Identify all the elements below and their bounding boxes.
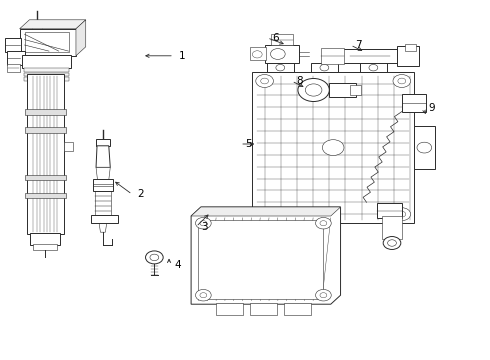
Bar (24, 32, 69, 52)
Text: 7: 7 (355, 40, 362, 50)
Bar (397, 46, 419, 66)
Bar (267, 63, 294, 72)
Circle shape (383, 237, 401, 249)
Bar (22, 55, 71, 68)
Bar (252, 72, 414, 223)
Circle shape (196, 289, 211, 301)
Text: 8: 8 (296, 76, 303, 86)
Circle shape (393, 208, 411, 221)
Text: 1: 1 (179, 51, 186, 61)
Bar (33, 244, 57, 250)
Bar (402, 94, 426, 112)
Polygon shape (191, 207, 341, 304)
Polygon shape (96, 146, 110, 167)
Circle shape (320, 221, 327, 226)
Bar (414, 126, 435, 169)
Bar (30, 233, 60, 245)
Circle shape (398, 211, 406, 217)
Bar (343, 49, 397, 63)
Bar (250, 47, 266, 60)
Circle shape (398, 78, 406, 84)
Bar (5, 38, 21, 52)
Circle shape (196, 217, 211, 229)
Bar (7, 51, 24, 65)
Bar (271, 34, 293, 45)
Bar (350, 85, 361, 95)
Circle shape (270, 49, 285, 59)
Bar (91, 215, 118, 223)
Bar (27, 74, 64, 234)
Circle shape (256, 208, 273, 221)
Bar (198, 220, 323, 299)
Circle shape (305, 84, 322, 96)
Bar (311, 63, 338, 72)
Circle shape (322, 140, 344, 156)
Bar (25, 175, 66, 180)
Circle shape (150, 254, 159, 261)
Circle shape (252, 51, 262, 58)
Bar (284, 303, 311, 315)
Bar (405, 44, 416, 51)
Polygon shape (96, 167, 110, 180)
Bar (377, 203, 402, 218)
Text: 2: 2 (137, 189, 144, 199)
Polygon shape (191, 207, 341, 216)
Text: 5: 5 (245, 139, 252, 149)
Text: 9: 9 (429, 103, 436, 113)
Circle shape (393, 75, 411, 87)
Circle shape (261, 211, 269, 217)
Bar (382, 216, 402, 239)
Circle shape (200, 221, 207, 226)
Bar (7, 64, 20, 72)
Bar (93, 179, 113, 191)
Circle shape (146, 251, 163, 264)
Circle shape (316, 289, 331, 301)
Bar (24, 73, 69, 76)
Circle shape (320, 293, 327, 298)
Circle shape (256, 75, 273, 87)
Bar (64, 142, 73, 151)
Bar (216, 303, 243, 315)
Circle shape (388, 240, 396, 246)
Bar (25, 127, 66, 133)
Bar (360, 63, 387, 72)
Text: 4: 4 (174, 260, 181, 270)
Text: 6: 6 (272, 33, 279, 43)
Circle shape (320, 64, 329, 71)
Circle shape (276, 64, 285, 71)
Polygon shape (98, 216, 108, 232)
Bar (321, 48, 344, 64)
Circle shape (298, 78, 329, 102)
Polygon shape (20, 20, 86, 29)
Bar (265, 45, 299, 63)
Polygon shape (76, 20, 86, 56)
Circle shape (316, 217, 331, 229)
Bar (24, 68, 69, 72)
Bar (96, 139, 110, 146)
Bar (20, 29, 76, 56)
Bar (25, 109, 66, 115)
Bar (250, 303, 277, 315)
Circle shape (369, 64, 378, 71)
Circle shape (261, 78, 269, 84)
Bar (24, 77, 69, 81)
Circle shape (417, 142, 432, 153)
Bar (32, 25, 42, 31)
Bar (329, 83, 356, 97)
Text: 3: 3 (201, 222, 208, 232)
Bar (25, 193, 66, 198)
Circle shape (200, 293, 207, 298)
